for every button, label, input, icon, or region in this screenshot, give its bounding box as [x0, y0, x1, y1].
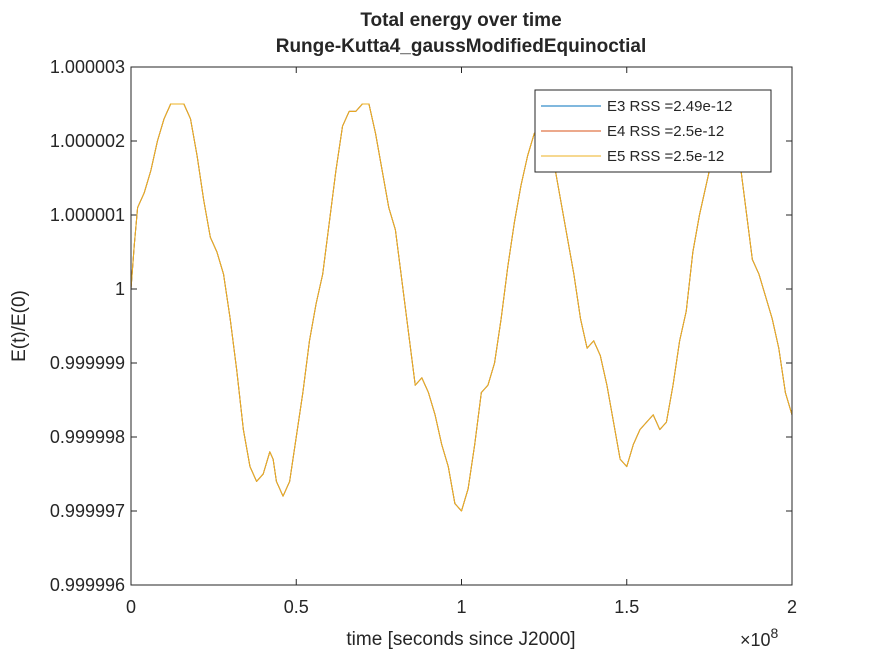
y-tick-label: 1 [115, 279, 125, 299]
legend-entry-label: E5 RSS =2.5e-12 [607, 148, 724, 165]
x-tick-label: 1 [456, 597, 466, 617]
legend: E3 RSS =2.49e-12 E4 RSS =2.5e-12 E5 RSS =2… [534, 89, 772, 173]
x-tick-label: 1.5 [614, 597, 639, 617]
x-tick-label: 0.5 [284, 597, 309, 617]
x-tick-label: 0 [126, 597, 136, 617]
legend-entry-label: E4 RSS =2.5e-12 [607, 123, 724, 140]
x-axis-exponent: ×108 [740, 625, 779, 650]
y-tick-label: 1.000002 [50, 131, 125, 151]
series-lines [130, 103, 793, 512]
x-axis-exponent-power: 8 [771, 625, 779, 641]
series-line-5 [130, 103, 793, 512]
y-tick-label: 0.999997 [50, 501, 125, 521]
x-tick-label: 2 [787, 597, 797, 617]
y-axis-label: E(t)/E(0) [9, 290, 30, 362]
x-axis-exponent-base: ×10 [740, 630, 771, 650]
chart-title: Total energy over time [360, 10, 561, 31]
y-tick-label: 0.999998 [50, 427, 125, 447]
legend-entry-label: E3 RSS =2.49e-12 [607, 98, 733, 115]
y-tick-label: 0.999999 [50, 353, 125, 373]
y-tick-label: 0.999996 [50, 575, 125, 595]
chart-subtitle: Runge-Kutta4_gaussModifiedEquinoctial [276, 36, 647, 57]
y-tick-label: 1.000001 [50, 205, 125, 225]
y-axis-ticks: 0.999996 0.999997 0.999998 0.999999 1 1.00000… [50, 57, 792, 595]
plot-frame [130, 66, 793, 586]
y-tick-label: 1.000003 [50, 57, 125, 77]
x-axis-label: time [seconds since J2000] [346, 629, 575, 650]
x-axis-ticks: 0 0.5 1 1.5 2 [126, 67, 797, 617]
